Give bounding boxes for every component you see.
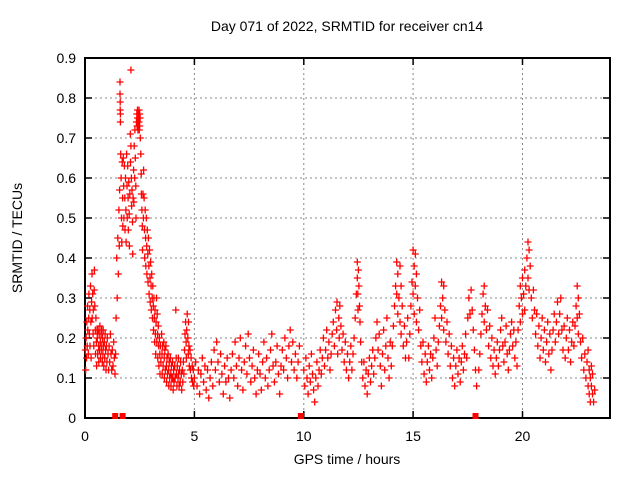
y-tick-label: 0.3 [57, 290, 77, 306]
gap-marker-square [112, 413, 119, 419]
y-tick-label: 0.5 [57, 210, 77, 226]
y-tick-label: 0.8 [57, 90, 77, 106]
y-tick-label: 0.2 [57, 330, 77, 346]
gap-marker-square [472, 413, 479, 419]
plot-border [84, 57, 611, 419]
x-tick-label: 15 [405, 428, 421, 444]
y-tick-label: 0.7 [57, 130, 77, 146]
axes-border [84, 57, 611, 419]
x-tick-label: 5 [191, 428, 199, 444]
x-tick-label: 10 [296, 428, 312, 444]
chart-title: Day 071 of 2022, SRMTID for receiver cn1… [211, 18, 484, 34]
gap-marker-square [297, 413, 304, 419]
y-tick-label: 0.6 [57, 170, 77, 186]
y-tick-label: 0.1 [57, 370, 77, 386]
gap-marker-square [119, 413, 126, 419]
y-tick-label: 0.4 [57, 250, 77, 266]
y-axis-label: SRMTID / TECUs [9, 183, 25, 293]
grid-path [85, 58, 610, 418]
data-points [81, 66, 599, 419]
x-tick-label: 20 [515, 428, 531, 444]
x-axis-label: GPS time / hours [294, 451, 401, 467]
gridlines [85, 58, 610, 418]
x-tick-label: 0 [81, 428, 89, 444]
y-tick-label: 0 [68, 410, 76, 426]
y-tick-label: 0.9 [57, 50, 77, 66]
tick-labels: 0 5 10 15 20 0 0.1 0.2 0.3 0.4 0.5 0.6 0.7 0.8 0.9 [57, 50, 531, 444]
srmtid-scatter-path [81, 66, 599, 406]
tick-marks [84, 57, 610, 419]
